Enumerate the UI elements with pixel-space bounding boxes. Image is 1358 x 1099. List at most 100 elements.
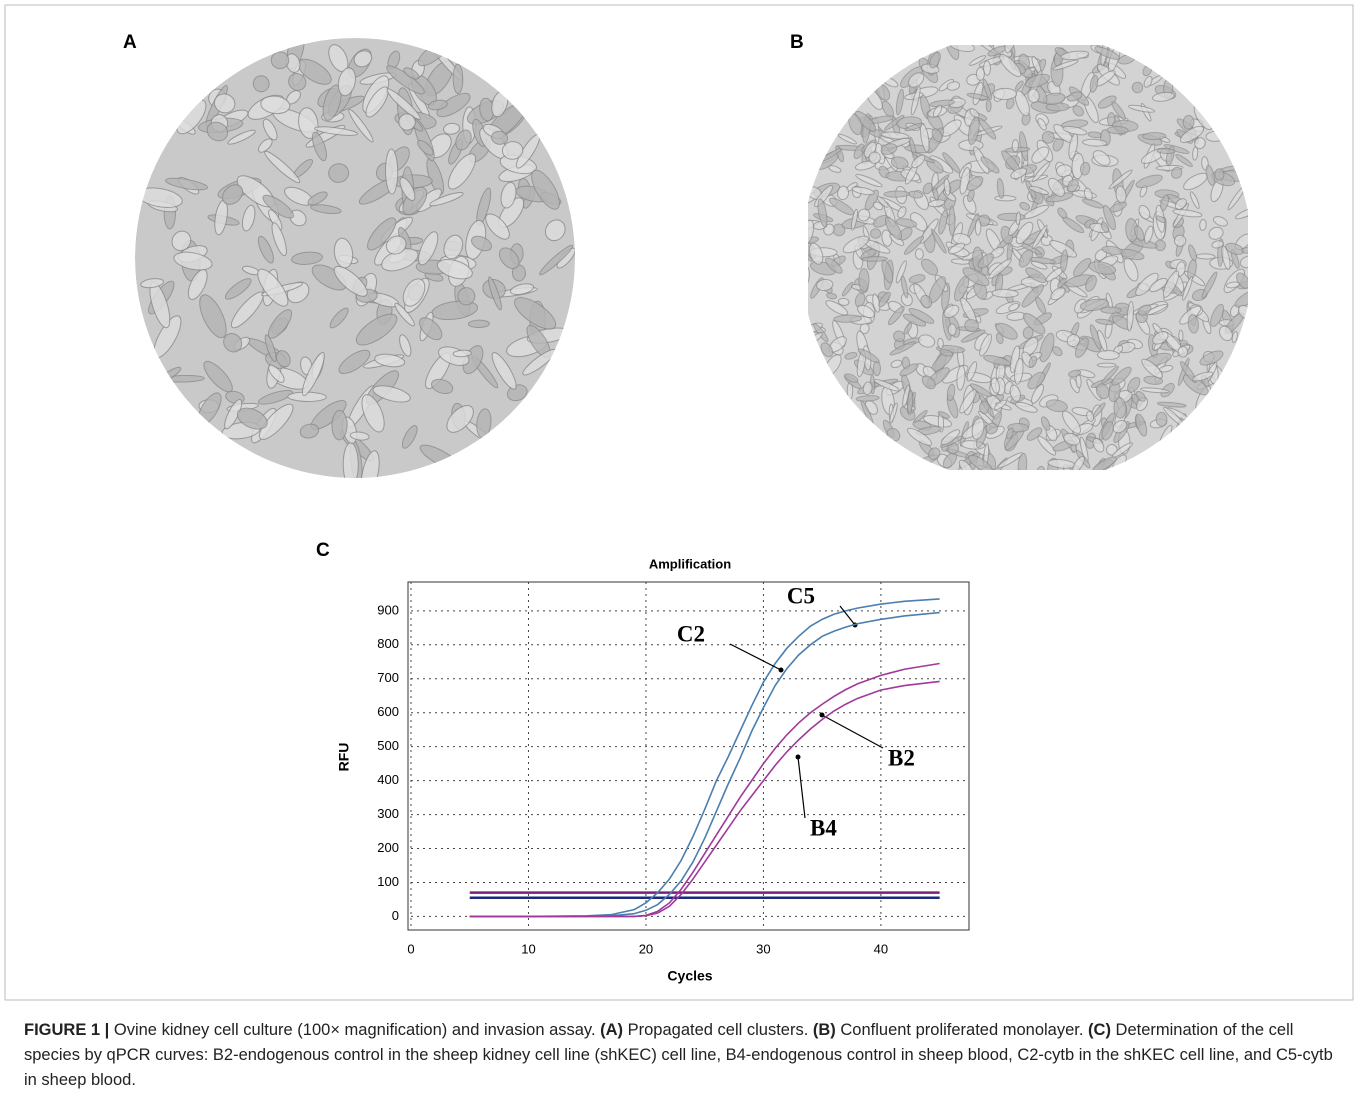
cell xyxy=(946,383,956,402)
cell xyxy=(1234,289,1248,308)
cell xyxy=(1155,215,1167,223)
cell xyxy=(962,267,990,287)
cell xyxy=(995,322,1018,340)
cell xyxy=(1135,390,1146,402)
cell xyxy=(457,287,476,306)
cell xyxy=(1014,90,1030,117)
cell xyxy=(1088,261,1117,275)
y-tick-label: 800 xyxy=(377,636,399,651)
cell xyxy=(857,348,880,363)
cell xyxy=(1030,260,1048,270)
cell xyxy=(436,259,473,280)
x-tick-label: 30 xyxy=(756,941,770,956)
cell xyxy=(1194,137,1206,150)
x-axis-label: Cycles xyxy=(667,968,712,984)
cell xyxy=(264,150,301,184)
cell xyxy=(471,235,492,252)
cell xyxy=(890,359,903,369)
cell xyxy=(1182,115,1195,130)
cell xyxy=(419,317,443,341)
y-tick-label: 300 xyxy=(377,806,399,821)
cell xyxy=(907,389,914,415)
cell xyxy=(1062,216,1085,234)
annotation-arrow xyxy=(839,605,856,626)
series-line xyxy=(469,680,940,918)
cell xyxy=(899,363,919,377)
cell xyxy=(299,423,320,439)
cell xyxy=(333,237,354,269)
cell xyxy=(893,330,906,343)
cell xyxy=(880,131,910,140)
cell xyxy=(1011,139,1020,153)
cell xyxy=(1140,387,1170,394)
micrograph-b xyxy=(808,21,1248,490)
cell xyxy=(314,126,359,136)
y-tick-label: 700 xyxy=(377,670,399,685)
cell xyxy=(1225,281,1241,289)
cell xyxy=(224,278,252,300)
cell xyxy=(485,213,510,240)
cell xyxy=(1113,397,1127,419)
cell xyxy=(808,246,813,262)
cell xyxy=(1072,105,1084,117)
cell xyxy=(908,190,924,199)
cell xyxy=(1178,329,1184,342)
cell xyxy=(1027,371,1046,390)
cell xyxy=(401,425,418,449)
cell xyxy=(1024,21,1041,44)
cell xyxy=(1179,125,1205,143)
cell xyxy=(927,199,946,208)
cell xyxy=(446,405,474,433)
x-tick-label: 20 xyxy=(639,941,653,956)
cell xyxy=(361,394,385,433)
cell xyxy=(1162,270,1180,298)
cell xyxy=(173,251,213,271)
caption-text: Determination of the cell species by qPC… xyxy=(24,1021,1333,1089)
cell xyxy=(1024,73,1050,88)
cell xyxy=(1112,420,1128,434)
series-annotation: C5 xyxy=(787,583,815,608)
cell xyxy=(1171,166,1183,179)
cell xyxy=(1085,274,1097,292)
cell xyxy=(360,450,380,478)
cell xyxy=(855,110,877,132)
cell xyxy=(1172,209,1203,218)
cell xyxy=(1019,131,1029,162)
cell xyxy=(983,60,992,76)
cell xyxy=(1063,432,1081,446)
cell xyxy=(897,206,907,219)
cell xyxy=(1018,249,1034,268)
cell xyxy=(1189,191,1200,209)
cell xyxy=(872,201,884,211)
cell xyxy=(985,422,998,435)
cell xyxy=(966,361,978,382)
cell xyxy=(1094,46,1121,60)
cell xyxy=(1032,475,1044,490)
cell xyxy=(817,198,828,228)
cell xyxy=(1128,104,1156,113)
cell xyxy=(979,31,990,44)
cell xyxy=(928,447,941,460)
cell xyxy=(1205,164,1215,186)
cell xyxy=(491,352,517,390)
cell xyxy=(328,163,350,183)
cell xyxy=(884,216,903,240)
cell xyxy=(348,108,374,143)
cell xyxy=(971,417,985,440)
cell xyxy=(1156,401,1187,408)
cell xyxy=(171,230,192,252)
cell xyxy=(940,429,961,446)
cell xyxy=(374,353,406,368)
series-annotation: B2 xyxy=(888,745,915,770)
cell xyxy=(851,186,875,196)
cell xyxy=(322,84,342,121)
cell xyxy=(447,153,477,190)
cell xyxy=(1062,125,1088,136)
cell xyxy=(969,383,992,398)
cell xyxy=(1092,456,1117,470)
cell xyxy=(498,247,520,270)
cell xyxy=(837,297,850,306)
cell xyxy=(975,67,985,81)
cell xyxy=(855,395,880,402)
